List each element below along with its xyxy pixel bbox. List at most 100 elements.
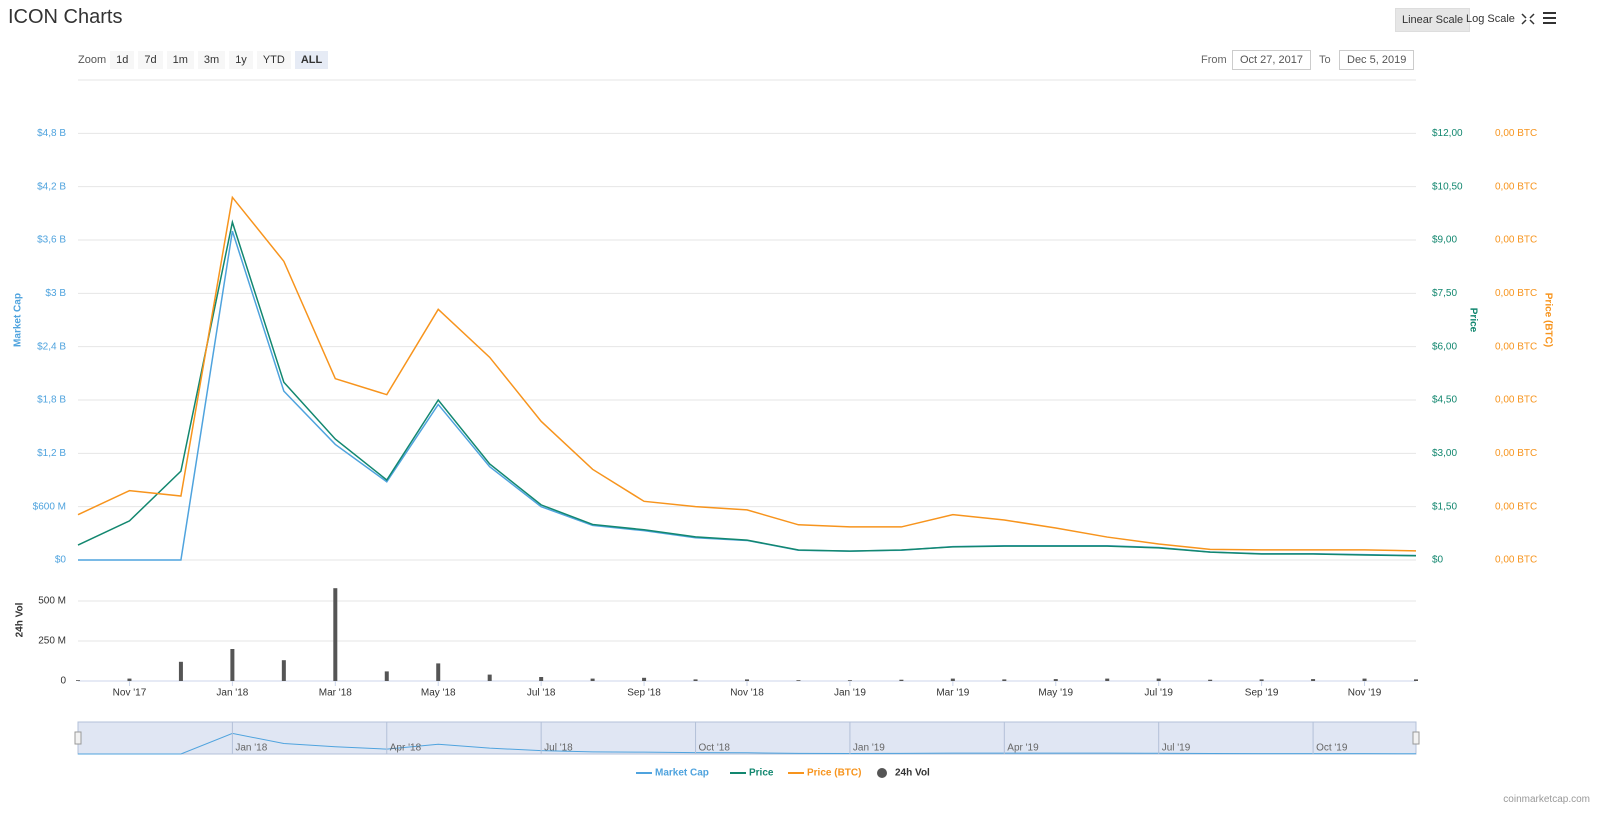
from-label: From: [1201, 54, 1227, 66]
y2-tick-label: $10,50: [1432, 181, 1463, 192]
y-tick-label: $4,8 B: [37, 128, 66, 139]
vol-bar: [178, 661, 183, 681]
y3-axis-title: Price (BTC): [1542, 293, 1553, 347]
vol-bar: [1362, 678, 1367, 681]
series-line: [78, 230, 1417, 561]
zoom-button[interactable]: 1m: [166, 51, 194, 69]
vol-bar: [899, 679, 904, 681]
y2-tick-label: $7,50: [1432, 288, 1457, 299]
zoom-button[interactable]: ALL: [294, 51, 329, 69]
zoom-button[interactable]: YTD: [256, 51, 291, 69]
vol-tick-label: 0: [60, 676, 66, 687]
vol-bar: [1002, 679, 1007, 681]
y3-tick-label: 0,00 BTC: [1495, 501, 1537, 512]
vol-tick-label: 250 M: [38, 636, 66, 647]
x-tick-label: Jan '19: [834, 688, 866, 699]
vol-bar: [539, 677, 544, 681]
vol-bar: [127, 678, 132, 681]
legend-item[interactable]: Price: [730, 768, 774, 779]
x-tick-label: Nov '17: [113, 688, 147, 699]
navigator-label: Jul '19: [1162, 743, 1191, 754]
vol-bar: [1156, 678, 1161, 681]
y-tick-label: $3,6 B: [37, 235, 66, 246]
navigator-handle[interactable]: [74, 731, 82, 745]
navigator-label: Jan '19: [853, 743, 885, 754]
vol-bar: [693, 679, 698, 681]
vol-bar: [1414, 679, 1418, 681]
y2-tick-label: $6,00: [1432, 341, 1457, 352]
navigator-label: Jul '18: [544, 743, 573, 754]
x-tick-label: Jan '18: [216, 688, 248, 699]
title: ICON Charts: [8, 6, 123, 28]
legend-item[interactable]: Price (BTC): [788, 768, 861, 779]
linear-scale-button[interactable]: Linear Scale: [1395, 8, 1471, 32]
vol-bar: [796, 680, 801, 681]
navigator-line: [78, 732, 1417, 755]
zoom-button[interactable]: 3m: [197, 51, 226, 69]
y3-tick-label: 0,00 BTC: [1495, 555, 1537, 566]
y-tick-label: $2,4 B: [37, 341, 66, 352]
vol-bar: [1105, 678, 1110, 681]
to-input[interactable]: Dec 5, 2019: [1339, 50, 1415, 70]
navigator-label: Oct '19: [1316, 743, 1348, 754]
vol-bar: [1208, 679, 1213, 681]
legend-label: Price: [749, 768, 774, 779]
vol-bar: [281, 660, 286, 681]
from-input[interactable]: Oct 27, 2017: [1232, 50, 1311, 70]
y-tick-label: $1,2 B: [37, 448, 66, 459]
x-tick-label: Jul '19: [1144, 688, 1173, 699]
vol-bar: [590, 678, 595, 681]
x-tick-label: May '19: [1038, 688, 1073, 699]
y2-tick-label: $4,50: [1432, 395, 1457, 406]
legend-label: Market Cap: [655, 768, 709, 779]
navigator-label: Apr '19: [1007, 743, 1039, 754]
legend-item[interactable]: 24h Vol: [877, 768, 930, 779]
vol-bar: [76, 680, 80, 681]
y-tick-label: $1,8 B: [37, 395, 66, 406]
zoom-button[interactable]: 1y: [229, 51, 253, 69]
x-tick-label: Mar '18: [319, 688, 352, 699]
y3-tick-label: 0,00 BTC: [1495, 235, 1537, 246]
y2-tick-label: $9,00: [1432, 235, 1457, 246]
legend-symbol: [877, 768, 887, 778]
x-tick-label: Sep '18: [627, 688, 661, 699]
vol-bar: [745, 679, 749, 681]
y3-tick-label: 0,00 BTC: [1495, 128, 1537, 139]
vol-bar: [384, 671, 389, 681]
credit: coinmarketcap.com: [1503, 794, 1590, 805]
navigator-handle[interactable]: [1412, 731, 1420, 745]
zoom-button[interactable]: 1d: [110, 51, 135, 69]
vol-bar: [1259, 679, 1264, 681]
y3-tick-label: 0,00 BTC: [1495, 395, 1537, 406]
vol-bar: [950, 678, 955, 681]
legend-item[interactable]: Market Cap: [636, 768, 709, 779]
y2-tick-label: $3,00: [1432, 448, 1457, 459]
legend-label: 24h Vol: [895, 768, 930, 779]
zoom-button[interactable]: 7d: [138, 51, 163, 69]
zoom-bar: Zoom 1d 7d 1m 3m 1y YTD ALL: [78, 51, 329, 69]
x-tick-label: May '18: [421, 688, 456, 699]
vol-bar: [1053, 679, 1058, 681]
navigator-label: Apr '18: [390, 743, 422, 754]
y-tick-label: $0: [55, 555, 67, 566]
vol-bar: [230, 649, 235, 681]
y-tick-label: $600 M: [33, 501, 66, 512]
x-tick-label: Mar '19: [936, 688, 969, 699]
vol-axis-title: 24h Vol: [15, 602, 26, 637]
vol-bar: [487, 674, 492, 681]
y2-tick-label: $12,00: [1432, 128, 1463, 139]
vol-bar: [642, 677, 647, 681]
to-label: To: [1319, 54, 1331, 66]
navigator-label: Oct '18: [699, 743, 731, 754]
log-scale-button[interactable]: Log Scale: [1466, 13, 1515, 25]
navigator-bg: [77, 721, 1417, 755]
y3-tick-label: 0,00 BTC: [1495, 288, 1537, 299]
vol-tick-label: 500 M: [38, 596, 66, 607]
y-axis-title: Market Cap: [13, 293, 24, 347]
y2-tick-label: $1,50: [1432, 501, 1457, 512]
series-line: [77, 195, 1417, 552]
y-tick-label: $4,2 B: [37, 181, 66, 192]
y2-axis-title: Price: [1467, 308, 1478, 333]
